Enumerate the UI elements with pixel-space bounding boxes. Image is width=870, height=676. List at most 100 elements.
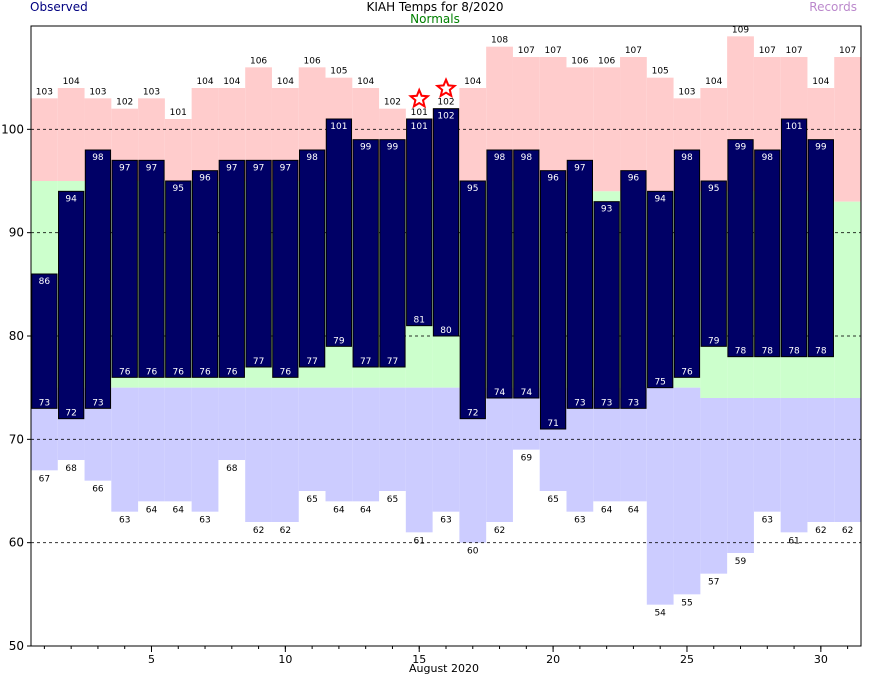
observed-bar (165, 180, 192, 378)
observed-low-label: 77 (306, 357, 317, 367)
observed-low-label: 79 (708, 336, 720, 346)
record-low-band (164, 387, 192, 502)
record-high-label: 106 (598, 56, 615, 66)
observed-bar (245, 159, 272, 368)
record-high-label: 104 (277, 77, 294, 87)
observed-bar (432, 108, 460, 337)
record-low-label: 59 (735, 557, 747, 567)
observed-bar (780, 118, 808, 358)
record-high-label: 108 (491, 36, 508, 46)
observed-high-label: 97 (574, 163, 585, 173)
record-low-label: 64 (146, 505, 158, 515)
observed-high-label: 101 (411, 122, 428, 132)
record-low-label: 64 (333, 505, 345, 515)
observed-high-label: 99 (360, 143, 372, 153)
normal-band (834, 201, 861, 398)
observed-high-label: 93 (601, 205, 612, 215)
x-tick-label: 25 (680, 653, 694, 666)
observed-low-label: 76 (681, 367, 693, 377)
record-low-band (191, 387, 219, 512)
record-high-band (31, 98, 58, 181)
observed-bar (218, 159, 245, 378)
record-low-band (432, 387, 460, 512)
observed-high-label: 99 (735, 143, 747, 153)
record-high-label: 107 (785, 46, 802, 56)
record-high-label: 106 (250, 56, 267, 66)
record-low-label: 63 (119, 516, 130, 526)
observed-high-label: 97 (226, 163, 237, 173)
observed-high-label: 98 (306, 153, 318, 163)
observed-low-label: 72 (467, 409, 478, 419)
observed-high-label: 95 (467, 184, 478, 194)
chart-title: KIAH Temps for 8/2020 (366, 0, 504, 14)
observed-bar (84, 149, 112, 409)
legend-records: Records (809, 0, 857, 14)
record-low-label: 67 (39, 474, 50, 484)
record-high-label: 109 (732, 25, 749, 35)
observed-high-label: 101 (785, 122, 802, 132)
observed-bar (352, 139, 379, 368)
record-low-band (673, 387, 701, 595)
observed-low-label: 76 (119, 367, 131, 377)
observed-bar (459, 180, 486, 420)
observed-bar (700, 180, 727, 347)
x-tick-label: 5 (148, 653, 155, 666)
record-low-band (352, 387, 380, 502)
record-low-label: 65 (306, 495, 317, 505)
observed-bar (727, 139, 754, 358)
record-high-label: 104 (223, 77, 240, 87)
observed-bar (486, 149, 513, 399)
record-low-label: 57 (708, 578, 719, 588)
record-high-label: 107 (839, 46, 856, 56)
observed-high-label: 96 (547, 174, 559, 184)
record-high-label: 106 (304, 56, 321, 66)
record-low-label: 63 (199, 516, 210, 526)
observed-low-label: 78 (735, 347, 747, 357)
record-low-label: 55 (681, 598, 692, 608)
observed-bar (298, 149, 326, 368)
record-high-band (620, 57, 647, 192)
observed-bar (754, 149, 781, 358)
record-high-label: 105 (330, 67, 347, 77)
observed-bar (807, 139, 834, 358)
record-high-label: 107 (625, 46, 642, 56)
observed-low-label: 76 (146, 367, 158, 377)
observed-low-label: 76 (280, 367, 292, 377)
observed-low-label: 78 (815, 347, 827, 357)
record-high-label: 104 (705, 77, 722, 87)
y-tick-label: 100 (1, 122, 24, 136)
record-high-label: 102 (437, 98, 454, 108)
observed-low-label: 73 (92, 398, 103, 408)
record-high-band (539, 57, 567, 181)
record-low-label: 62 (253, 526, 264, 536)
x-tick-label: 20 (546, 653, 560, 666)
record-low-band (646, 387, 674, 605)
observed-low-label: 80 (440, 326, 452, 336)
observed-high-label: 95 (173, 184, 184, 194)
observed-bar (31, 273, 58, 409)
record-low-band (753, 398, 781, 512)
record-low-label: 60 (467, 547, 479, 557)
observed-low-label: 73 (39, 398, 50, 408)
record-star-icon (408, 87, 431, 109)
record-high-label: 104 (464, 77, 481, 87)
observed-bar (379, 139, 406, 368)
record-low-band (138, 387, 165, 502)
record-low-label: 66 (92, 485, 104, 495)
observed-low-label: 77 (253, 357, 264, 367)
record-low-label: 65 (387, 495, 398, 505)
record-high-band (57, 88, 85, 181)
record-low-label: 68 (226, 464, 238, 474)
record-low-label: 62 (842, 526, 853, 536)
record-low-label: 63 (762, 516, 773, 526)
record-low-band (780, 398, 808, 533)
observed-high-label: 96 (199, 174, 211, 184)
observed-high-label: 98 (92, 153, 104, 163)
record-low-label: 64 (628, 505, 640, 515)
record-high-label: 101 (170, 108, 187, 118)
record-low-label: 62 (815, 526, 826, 536)
observed-high-label: 96 (628, 174, 640, 184)
observed-bar (58, 190, 85, 420)
observed-high-label: 97 (253, 163, 264, 173)
record-low-label: 64 (360, 505, 372, 515)
